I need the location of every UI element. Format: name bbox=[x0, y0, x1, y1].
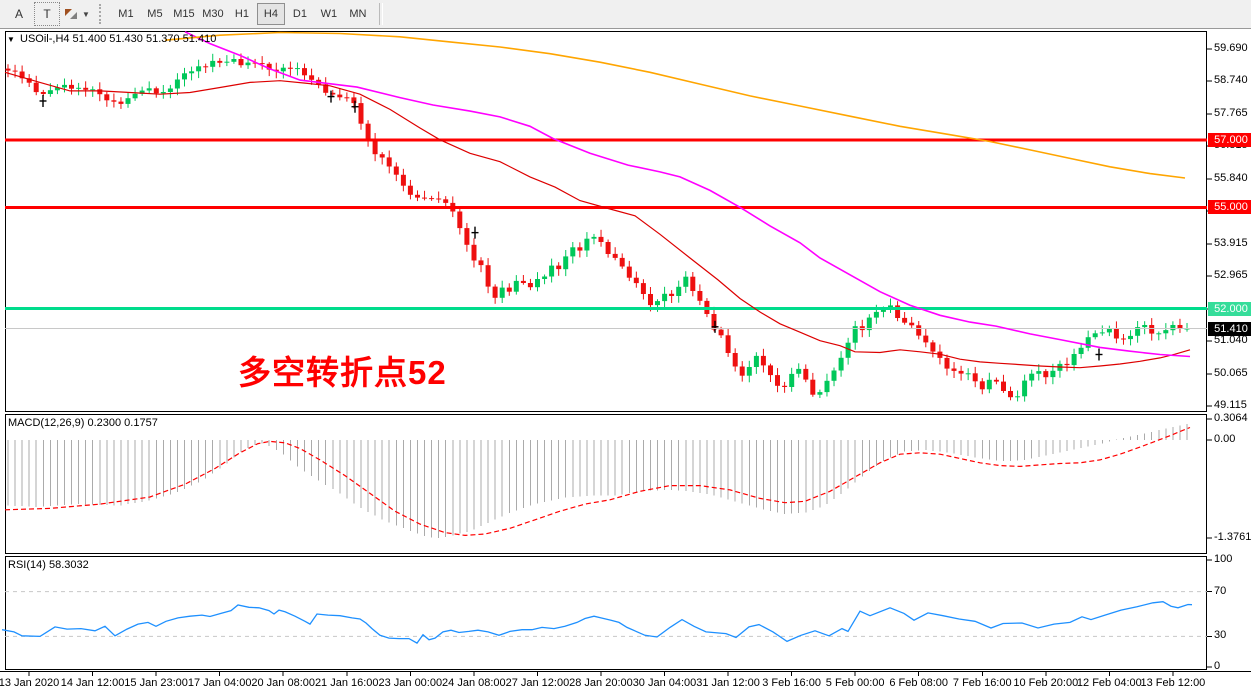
macd-indicator-label: MACD(12,26,9) 0.2300 0.1757 bbox=[8, 417, 158, 429]
price-tick-label: 50.065 bbox=[1214, 366, 1248, 379]
time-label: 13 Jan 2020 bbox=[0, 677, 60, 689]
time-label: 28 Jan 20:00 bbox=[569, 677, 633, 689]
time-label: 12 Feb 04:00 bbox=[1076, 677, 1142, 689]
timeframe-button-m30[interactable]: M30 bbox=[202, 8, 224, 20]
price-tick-label: 59.690 bbox=[1214, 42, 1248, 54]
rsi-axis-label: 30 bbox=[1214, 629, 1227, 642]
timeframe-button-m15[interactable]: M15 bbox=[173, 8, 195, 20]
time-label: 5 Feb 00:00 bbox=[825, 677, 885, 689]
timeframe-button-m1[interactable]: M1 bbox=[118, 8, 134, 20]
timeframe-button-m5[interactable]: M5 bbox=[147, 8, 163, 20]
price-tick-label: 49.115 bbox=[1214, 398, 1247, 411]
current-price-label: 51.410 bbox=[1208, 321, 1251, 336]
timeframe-button-h4[interactable]: H4 bbox=[256, 3, 285, 25]
rsi-axis-label: 70 bbox=[1214, 584, 1227, 597]
symbol-marker-icon: ▼ bbox=[7, 35, 15, 44]
doji-marks bbox=[39, 90, 1103, 361]
toolbar-separator bbox=[378, 3, 383, 25]
font-tool-button[interactable]: A bbox=[14, 7, 23, 21]
rsi-axis-label: 100 bbox=[1214, 553, 1233, 565]
rsi-line bbox=[1, 601, 1193, 644]
price-tick-label: 58.740 bbox=[1214, 74, 1248, 87]
time-label: 24 Jan 08:00 bbox=[442, 677, 506, 689]
rsi-axis-label: 0 bbox=[1214, 660, 1221, 672]
time-label: 14 Jan 12:00 bbox=[60, 677, 125, 689]
macd-histogram bbox=[7, 424, 1188, 538]
dropdown-caret-icon: ▼ bbox=[82, 9, 90, 19]
time-label: 7 Feb 16:00 bbox=[952, 677, 1012, 689]
time-label: 17 Jan 04:00 bbox=[187, 677, 252, 689]
ma-slow-line bbox=[164, 31, 1186, 179]
timeframe-button-w1[interactable]: W1 bbox=[320, 8, 338, 20]
arrows-tool-button[interactable]: ▼ bbox=[62, 2, 91, 26]
time-label: 10 Feb 20:00 bbox=[1013, 677, 1079, 689]
price-tick-label: 52.965 bbox=[1214, 269, 1248, 282]
chart-title: USOil-,H4 51.400 51.430 51.370 51.410 bbox=[20, 33, 217, 45]
candlesticks bbox=[5, 53, 1190, 402]
level-lines[interactable] bbox=[5, 138, 1207, 330]
time-label: 21 Jan 16:00 bbox=[314, 677, 379, 689]
chart-annotation[interactable]: 多空转折点52 bbox=[238, 354, 447, 391]
time-label: 13 Feb 12:00 bbox=[1140, 677, 1206, 689]
price-level-label: 55.000 bbox=[1208, 200, 1251, 215]
time-label: 3 Feb 16:00 bbox=[762, 677, 821, 689]
price-tick-label: 57.765 bbox=[1214, 106, 1248, 119]
price-level-label: 52.000 bbox=[1208, 301, 1251, 316]
moving-averages bbox=[4, 31, 1191, 369]
axis-ticks bbox=[28, 48, 1212, 676]
timeframe-button-h1[interactable]: H1 bbox=[234, 8, 249, 20]
ma-mid-line bbox=[184, 31, 1191, 358]
timeframe-button-d1[interactable]: D1 bbox=[292, 8, 307, 20]
time-label: 31 Jan 12:00 bbox=[696, 677, 760, 689]
time-label: 20 Jan 08:00 bbox=[251, 677, 315, 689]
rsi-indicator-label: RSI(14) 58.3032 bbox=[8, 559, 89, 571]
macd-signal-line bbox=[4, 426, 1191, 537]
time-label: 6 Feb 08:00 bbox=[889, 677, 949, 689]
toolbar: A T ▼ M1 M5 M15 M30 H1 H4 D1 W1 MN bbox=[0, 0, 1251, 29]
price-tick-label: 53.915 bbox=[1214, 236, 1248, 249]
time-label: 27 Jan 12:00 bbox=[505, 677, 570, 689]
time-label: 30 Jan 04:00 bbox=[632, 677, 697, 689]
price-tick-label: 55.840 bbox=[1214, 171, 1248, 184]
time-label: 15 Jan 23:00 bbox=[124, 677, 188, 689]
timeframe-toolbar: M1 M5 M15 M30 H1 H4 D1 W1 MN bbox=[112, 3, 373, 25]
text-label-tool-button[interactable]: T bbox=[34, 2, 60, 26]
price-level-label: 57.000 bbox=[1208, 132, 1251, 147]
timeframe-button-mn[interactable]: MN bbox=[349, 8, 367, 20]
macd-axis-label: -1.3761 bbox=[1214, 531, 1251, 543]
macd-axis-label: 0.3064 bbox=[1214, 412, 1248, 424]
toolbar-drag-handle[interactable] bbox=[98, 4, 106, 24]
macd-axis-label: 0.00 bbox=[1214, 433, 1236, 445]
arrows-icon bbox=[65, 9, 77, 19]
rsi-panel-graphics bbox=[1, 591, 1207, 644]
panel-frames bbox=[0, 31, 1251, 672]
ma-fast-line bbox=[4, 71, 1191, 369]
price-tick-label: 51.040 bbox=[1214, 333, 1248, 346]
time-label: 23 Jan 00:00 bbox=[378, 677, 443, 689]
